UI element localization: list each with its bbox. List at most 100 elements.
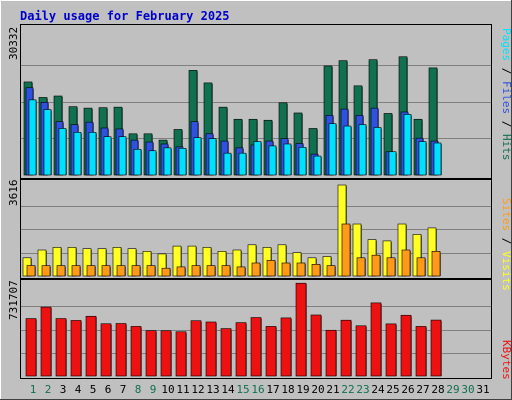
legend-sites: Sites (500, 198, 512, 231)
pages-bar-day-19 (298, 147, 307, 176)
kbytes-bar-day-3 (55, 318, 67, 377)
day-label-17: 17 (266, 383, 279, 396)
kbytes-bar-day-2 (40, 306, 52, 377)
pages-bar-day-4 (73, 132, 82, 176)
day-label-31: 31 (476, 383, 489, 396)
sites-bar-day-28 (431, 251, 441, 277)
kbytes-panel-frame (20, 279, 492, 379)
legend-pages: Pages (500, 28, 512, 61)
pages-bar-day-23 (358, 124, 367, 176)
kbytes-bar-day-7 (115, 323, 127, 377)
kbytes-bar-day-24 (370, 302, 382, 377)
pages-bar-day-11 (178, 148, 187, 176)
hits-panel: 30332 Pages / Files / Hits (7, 24, 512, 179)
pages-bar-day-20 (313, 155, 322, 176)
day-label-18: 18 (281, 383, 294, 396)
kbytes-bar-day-18 (280, 317, 292, 377)
sites-bar-day-1 (26, 265, 36, 277)
kbytes-bar-day-12 (190, 320, 202, 377)
day-label-16: 16 (251, 383, 264, 396)
day-label-4: 4 (75, 383, 82, 396)
hits-legend: Pages / Files / Hits (500, 28, 512, 161)
day-label-29: 29 (446, 383, 459, 396)
visits-panel: 3616 Sites / Visits (7, 179, 512, 291)
legend-sep-1: / (500, 61, 512, 81)
kbytes-bar-day-9 (145, 330, 157, 377)
kbytes-bar-day-21 (325, 329, 337, 377)
pages-bar-day-25 (388, 151, 397, 176)
pages-bar-day-26 (403, 114, 412, 176)
day-label-5: 5 (90, 383, 97, 396)
kbytes-bar-day-11 (175, 331, 187, 377)
kbytes-panel-bars (25, 282, 442, 377)
kbytes-bar-day-20 (310, 314, 322, 377)
day-label-30: 30 (461, 383, 474, 396)
hits-panel-legend: Pages / Files / Hits (500, 28, 512, 161)
day-label-1: 1 (30, 383, 37, 396)
pages-bar-day-16 (253, 141, 262, 176)
visits-legend: Sites / Visits (500, 198, 512, 291)
sites-bar-day-5 (86, 265, 96, 277)
pages-bar-day-8 (133, 149, 142, 176)
kbytes-bar-day-17 (265, 326, 277, 377)
day-label-11: 11 (176, 383, 189, 396)
day-label-12: 12 (191, 383, 204, 396)
day-label-26: 26 (401, 383, 414, 396)
pages-bar-day-21 (328, 123, 337, 176)
kbytes-bar-day-13 (205, 321, 217, 377)
day-label-21: 21 (326, 383, 339, 396)
sites-bar-day-7 (116, 265, 126, 277)
legend-sep-3: / (500, 231, 512, 251)
kbytes-bar-day-16 (250, 317, 262, 377)
chart-title: Daily usage for February 2025 (20, 9, 230, 23)
sites-bar-day-11 (176, 266, 186, 277)
sites-bar-day-10 (161, 267, 171, 277)
pages-bar-day-14 (223, 152, 232, 176)
kbytes-panel-legend: KBytes (500, 340, 512, 380)
pages-bar-day-9 (148, 150, 157, 176)
visits-max-label: 3616 (7, 180, 20, 207)
kbytes-panel: 731707 KBytes (7, 279, 512, 380)
kbytes-bar-day-19 (295, 282, 307, 377)
kbytes-bar-day-26 (400, 314, 412, 377)
pages-bar-day-28 (433, 142, 442, 176)
pages-bar-day-1 (28, 99, 37, 176)
sites-bar-day-18 (281, 262, 291, 277)
sites-bar-day-16 (251, 262, 261, 277)
sites-bar-day-13 (206, 265, 216, 277)
kbytes-bar-day-1 (25, 318, 37, 377)
visits-panel-bars (22, 184, 441, 277)
day-label-15: 15 (236, 383, 249, 396)
day-label-23: 23 (356, 383, 369, 396)
day-label-2: 2 (45, 383, 52, 396)
kbytes-bar-day-14 (220, 328, 232, 377)
day-label-7: 7 (120, 383, 127, 396)
sites-bar-day-8 (131, 265, 141, 277)
day-label-19: 19 (296, 383, 309, 396)
kbytes-bar-day-27 (415, 326, 427, 377)
day-label-28: 28 (431, 383, 444, 396)
legend-visits: Visits (500, 251, 512, 291)
sites-bar-day-14 (221, 265, 231, 277)
legend-kbytes: KBytes (500, 340, 512, 380)
sites-bar-day-9 (146, 265, 156, 277)
day-label-13: 13 (206, 383, 219, 396)
sites-bar-day-4 (71, 265, 81, 277)
sites-bar-day-6 (101, 265, 111, 277)
hits-max-label: 30332 (7, 27, 20, 60)
sites-bar-day-25 (386, 257, 396, 277)
pages-bar-day-17 (268, 145, 277, 176)
sites-bar-day-22 (341, 223, 351, 277)
kbytes-bar-day-8 (130, 326, 142, 377)
pages-bar-day-7 (118, 136, 127, 176)
sites-bar-day-27 (416, 257, 426, 277)
day-label-27: 27 (416, 383, 429, 396)
day-label-8: 8 (135, 383, 142, 396)
kbytes-bar-day-22 (340, 319, 352, 377)
visits-panel-frame (20, 179, 492, 279)
sites-bar-day-17 (266, 260, 276, 277)
kbytes-bar-day-15 (235, 322, 247, 377)
pages-bar-day-15 (238, 152, 247, 176)
pages-bar-day-24 (373, 127, 382, 176)
